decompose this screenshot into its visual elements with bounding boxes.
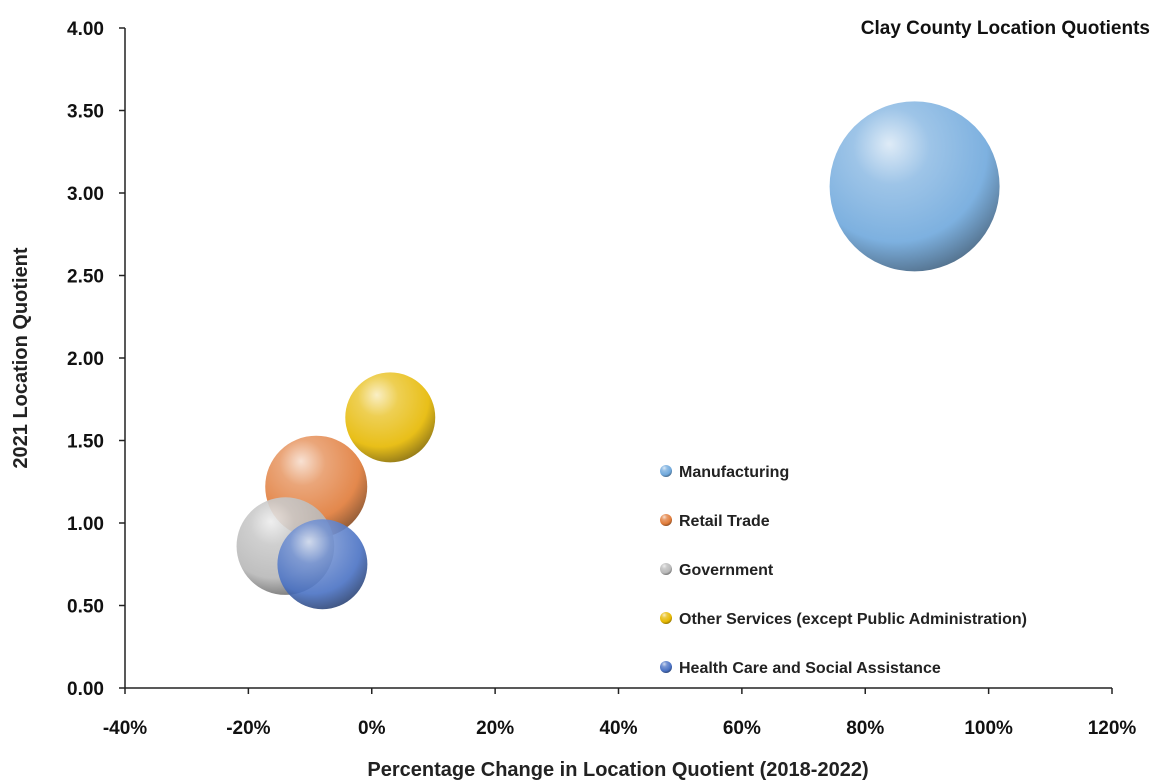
- bubble-manufacturing: [829, 101, 1000, 272]
- x-tick-label: 120%: [1088, 718, 1137, 739]
- y-tick-label: 3.00: [67, 184, 104, 205]
- y-tick-label: 4.00: [67, 19, 104, 40]
- x-tick-label: 60%: [723, 718, 761, 739]
- x-tick-label: 40%: [599, 718, 637, 739]
- bubbles-layer: [236, 101, 1000, 610]
- legend: Manufacturing Retail Trade Government Other…: [660, 464, 1027, 677]
- legend-marker-other-services-except-public-administration: [660, 612, 672, 624]
- legend-label-government: Government: [679, 562, 774, 579]
- legend-label-manufacturing: Manufacturing: [679, 464, 789, 481]
- legend-marker-health-care-and-social-assistance: [660, 661, 672, 673]
- legend-marker-retail-trade: [660, 514, 672, 526]
- x-tick-label: 80%: [846, 718, 884, 739]
- y-tick-label: 1.50: [67, 432, 104, 453]
- x-tick-label: -40%: [103, 718, 147, 739]
- bubble-health-care-and-social-assistance: [277, 519, 368, 610]
- y-tick-label: 0.50: [67, 597, 104, 618]
- x-tick-label: 0%: [358, 718, 386, 739]
- y-tick-label: 2.50: [67, 267, 104, 288]
- y-axis-title: 2021 Location Quotient: [10, 247, 32, 468]
- chart-title: Clay County Location Quotients: [861, 18, 1150, 39]
- legend-marker-government: [660, 563, 672, 575]
- legend-marker-manufacturing: [660, 465, 672, 477]
- bubble-other-services-except-public-administration: [345, 372, 436, 463]
- y-tick-label: 3.50: [67, 102, 104, 123]
- x-axis-title: Percentage Change in Location Quotient (…: [367, 759, 868, 781]
- legend-label-retail-trade: Retail Trade: [679, 513, 770, 530]
- legend-label-health-care-and-social-assistance: Health Care and Social Assistance: [679, 660, 941, 677]
- legend-label-other-services-except-public-administration: Other Services (except Public Administra…: [679, 611, 1027, 628]
- y-tick-label: 0.00: [67, 679, 104, 700]
- x-tick-label: 20%: [476, 718, 514, 739]
- tick-labels: 0.00 0.50 1.00 1.50 2.00 2.50 3.00 3.50 4.00 -40%…: [67, 19, 1136, 739]
- x-tick-label: -20%: [226, 718, 270, 739]
- y-tick-label: 2.00: [67, 349, 104, 370]
- axes: [119, 27, 1113, 694]
- y-tick-label: 1.00: [67, 514, 104, 535]
- x-tick-label: 100%: [964, 718, 1013, 739]
